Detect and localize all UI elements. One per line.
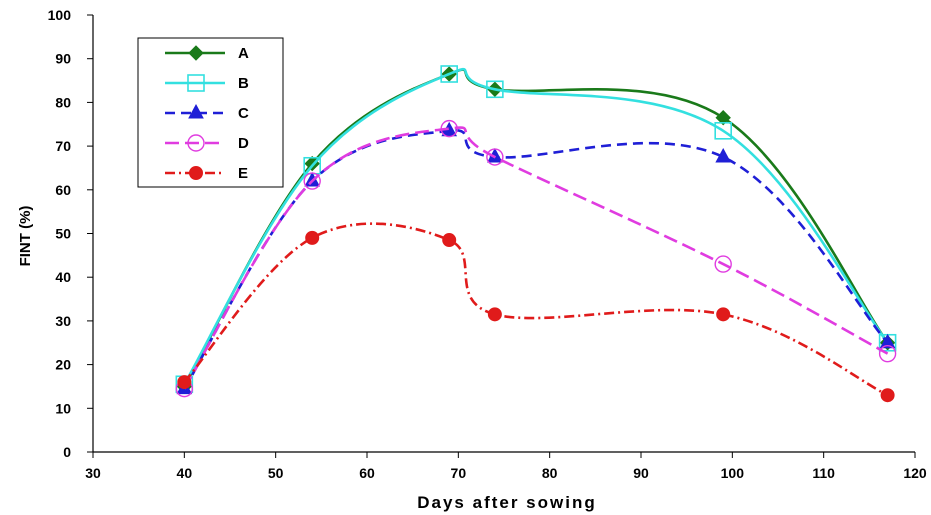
y-axis-title: FINT (%) [17,206,34,267]
x-tick-label: 120 [903,465,927,481]
y-tick-label: 40 [55,269,71,285]
series-b-point [486,80,504,99]
series-b-point [714,122,733,140]
x-tick-label: 110 [812,465,835,481]
y-tick-label: 10 [55,400,71,416]
series-e-line [183,222,889,397]
x-tick-label: 90 [633,465,649,481]
legend-box [137,37,284,188]
y-tick-label: 80 [55,94,71,110]
series-e-point [487,307,502,322]
series-c-point [879,333,896,349]
series-e-point [177,375,192,390]
series-c-point [715,147,732,163]
y-tick-label: 60 [55,182,71,198]
series-b-line [183,67,889,385]
series-layer [175,65,897,403]
x-axis-title: Days after sowing [417,493,597,512]
legend-marker-d [187,134,205,152]
legend-marker-b [187,74,205,92]
series-d-point [440,119,458,138]
series-a-point [715,109,731,126]
series-b-point [440,65,459,83]
x-tick-label: 70 [451,465,467,481]
series-d-point [486,148,504,166]
x-tick-label: 40 [177,465,193,481]
x-tick-label: 60 [359,465,375,481]
legend-label-e: E [238,165,248,182]
legend-marker-a [188,45,204,61]
legend-label-b: B [238,75,249,92]
y-ticks: 0 10 20 30 40 50 60 70 80 90 100 [48,7,93,460]
x-ticks: 30 40 50 60 70 80 90 100 110 120 [85,452,927,481]
series-e-point [442,233,457,248]
x-tick-label: 30 [85,465,101,481]
series-e-point [305,230,320,245]
series-d-point [303,172,321,190]
y-tick-label: 100 [48,7,72,23]
x-tick-label: 80 [542,465,558,481]
series-d-line [183,126,889,390]
y-tick-label: 30 [55,313,71,329]
x-tick-label: 50 [268,465,284,481]
legend-marker-e [189,166,203,180]
y-tick-label: 20 [55,357,71,373]
legend-marker-c [188,103,204,119]
legend-label-c: C [238,105,249,122]
series-d-point [878,344,897,363]
y-tick-label: 70 [55,138,71,154]
series-e-point [880,388,895,403]
y-tick-label: 0 [63,444,71,460]
series-e-point [716,307,731,322]
series-e [177,222,895,403]
x-tick-label: 100 [721,465,745,481]
series-d-point [714,255,732,273]
y-tick-label: 90 [55,51,71,67]
legend-label-d: D [238,135,249,152]
series-b [175,65,897,394]
legend-label-a: A [238,45,249,62]
y-tick-label: 50 [55,226,71,242]
